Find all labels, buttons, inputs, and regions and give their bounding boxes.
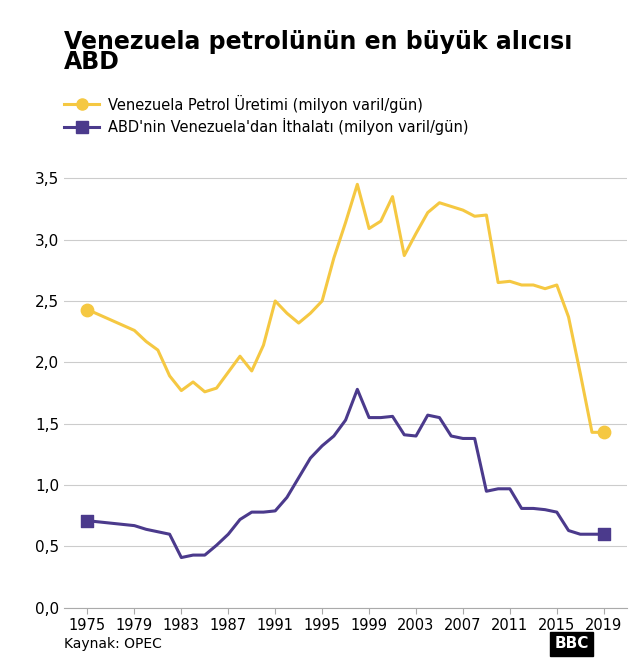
Text: BBC: BBC — [554, 637, 589, 651]
Point — [83, 304, 93, 315]
Text: ABD'nin Venezuela'dan İthalatı (milyon varil/gün): ABD'nin Venezuela'dan İthalatı (milyon v… — [108, 118, 468, 136]
Text: Kaynak: OPEC: Kaynak: OPEC — [64, 637, 162, 651]
Point — [598, 529, 609, 540]
Point — [83, 516, 93, 526]
Text: Venezuela Petrol Üretimi (milyon varil/gün): Venezuela Petrol Üretimi (milyon varil/g… — [108, 95, 422, 112]
Point — [598, 427, 609, 438]
Text: ABD: ABD — [64, 50, 120, 74]
Text: Venezuela petrolünün en büyük alıcısı: Venezuela petrolünün en büyük alıcısı — [64, 30, 572, 54]
